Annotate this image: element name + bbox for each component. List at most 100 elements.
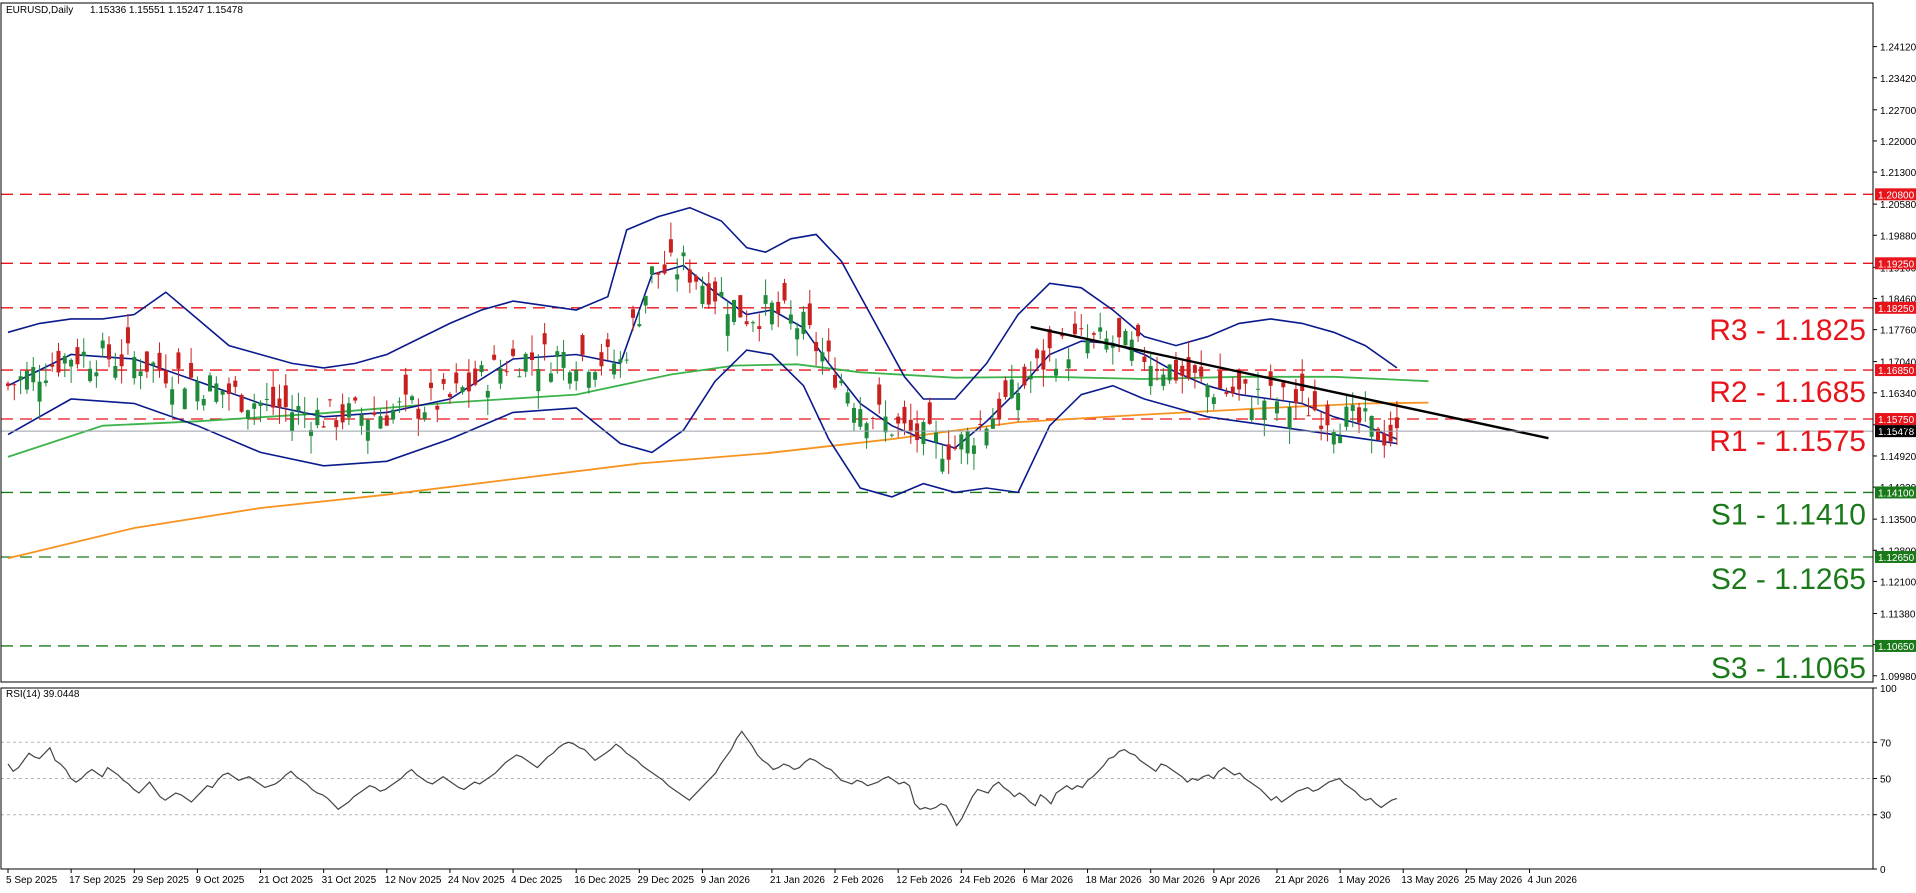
x-tick-label: 18 Mar 2026 [1086, 875, 1143, 886]
y-tick-label: 1.14920 [1880, 452, 1916, 463]
candle-down [826, 340, 831, 352]
candle-down [1199, 366, 1204, 377]
candle-up [264, 399, 269, 401]
bollinger-band-line [7, 206, 1398, 400]
y-tick-label: 1.24120 [1880, 43, 1916, 54]
candle-down [978, 423, 983, 425]
candle-up [138, 371, 143, 377]
x-tick-label: 5 Sep 2025 [6, 875, 58, 886]
level-price-tag [1875, 188, 1916, 201]
candle-down [441, 379, 446, 384]
candle-down [877, 384, 882, 405]
current-price-tag-label: 1.15478 [1878, 427, 1915, 438]
candle-down [1230, 386, 1235, 394]
candle-down [1237, 369, 1242, 390]
level-price-tag [1875, 413, 1916, 426]
candle-up [201, 398, 206, 406]
candle-down [1180, 365, 1185, 376]
candle-up [618, 359, 623, 363]
candle-up [302, 412, 307, 416]
candle-down [656, 272, 661, 275]
chart-symbol: EURUSD,Daily [6, 5, 73, 16]
candle-down [75, 347, 80, 365]
candle-down [870, 418, 875, 420]
candle-up [851, 407, 856, 423]
candle-up [1331, 432, 1336, 445]
candle-down [580, 335, 585, 355]
candle-up [81, 351, 86, 357]
rsi-header: RSI(14) 39.0448 [6, 689, 80, 700]
candle-up [410, 396, 415, 401]
x-tick-label: 1 May 2026 [1338, 875, 1391, 886]
candle-up [675, 274, 680, 280]
x-tick-label: 31 Oct 2025 [322, 875, 377, 886]
level-price-tag-label: 1.12650 [1878, 553, 1915, 564]
candle-down [1047, 329, 1052, 349]
candle-down [530, 352, 534, 361]
candle-down [1388, 424, 1393, 442]
candle-up [43, 380, 48, 383]
level-price-tag-label: 1.15750 [1878, 415, 1915, 426]
candle-up [719, 291, 724, 297]
candle-down [631, 309, 636, 318]
x-tick-label: 21 Oct 2025 [259, 875, 314, 886]
level-price-tag [1875, 257, 1916, 270]
level-price-tag [1875, 486, 1916, 499]
candle-up [801, 311, 806, 334]
candle-up [378, 416, 383, 429]
candle-down [668, 239, 673, 253]
candle-down [157, 352, 162, 370]
y-tick-label: 1.17040 [1880, 358, 1916, 369]
candle-up [479, 365, 484, 373]
candle-down [435, 405, 440, 410]
candle-up [309, 430, 314, 436]
candle-down [233, 380, 238, 387]
candle-up [88, 368, 93, 382]
rsi-y-tick-label: 50 [1880, 775, 1892, 786]
candle-up [245, 410, 250, 419]
x-tick-label: 29 Dec 2025 [637, 875, 694, 886]
candle-up [220, 390, 225, 395]
candle-down [599, 352, 604, 367]
candle-down [283, 385, 288, 408]
x-tick-label: 9 Apr 2026 [1212, 875, 1261, 886]
candle-down [403, 374, 408, 395]
candle-down [1394, 417, 1399, 429]
candle-up [971, 445, 976, 454]
candle-down [327, 399, 332, 401]
rsi-y-tick-label: 70 [1880, 738, 1892, 749]
candle-down [353, 397, 358, 401]
candle-down [447, 394, 452, 398]
candle-up [517, 376, 522, 378]
candle-down [1325, 404, 1330, 426]
level-annotation: R3 - 1.1825 [1709, 314, 1866, 347]
candle-up [593, 372, 598, 380]
rsi-y-tick-label: 0 [1880, 865, 1886, 876]
candle-up [1161, 374, 1166, 386]
level-annotation: S1 - 1.1410 [1711, 498, 1866, 531]
candle-up [624, 359, 629, 361]
x-tick-label: 2 Feb 2026 [833, 875, 884, 886]
x-tick-label: 6 Mar 2026 [1022, 875, 1073, 886]
candle-down [1003, 380, 1008, 397]
candle-down [1382, 433, 1387, 446]
candle-down [56, 350, 61, 373]
x-tick-label: 21 Apr 2026 [1275, 875, 1329, 886]
candle-up [839, 380, 844, 384]
candle-up [858, 409, 863, 427]
candle-down [1155, 368, 1160, 371]
candle-up [290, 412, 295, 432]
candle-down [814, 342, 819, 352]
level-price-tag-label: 1.19250 [1878, 259, 1915, 270]
candle-down [713, 281, 718, 302]
x-tick-label: 29 Sep 2025 [132, 875, 189, 886]
candle-down [1357, 407, 1362, 423]
candle-down [927, 402, 932, 424]
candle-up [1016, 392, 1021, 411]
candle-up [31, 367, 36, 383]
candle-down [1136, 324, 1141, 337]
candle-down [1192, 365, 1197, 373]
bollinger-band-line [7, 349, 1398, 498]
candle-down [6, 383, 10, 387]
